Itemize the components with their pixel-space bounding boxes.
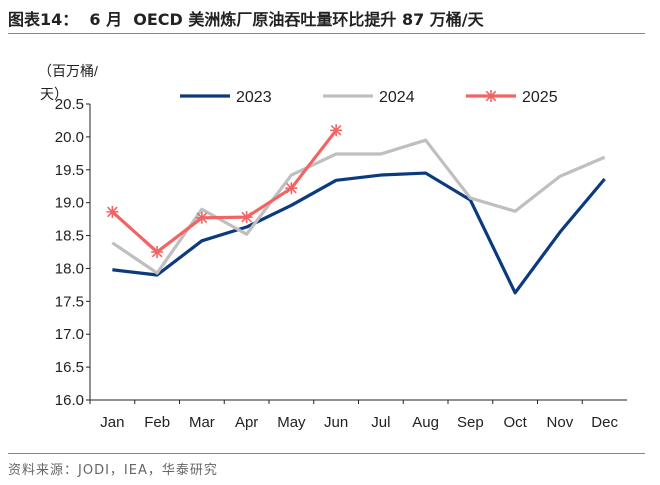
asterisk-marker: [195, 211, 208, 224]
x-tick-label: Mar: [189, 414, 215, 431]
legend-label-2024: 2024: [379, 89, 415, 106]
x-tick-label: Aug: [412, 414, 439, 431]
y-tick-label: 16.5: [55, 359, 84, 376]
y-tick-label: 19.0: [55, 195, 84, 212]
x-tick-label: Dec: [591, 414, 618, 431]
x-tick-label: Nov: [547, 414, 574, 431]
source-rule: [8, 453, 645, 454]
legend-label-2023: 2023: [236, 89, 272, 106]
y-tick-label: 17.5: [55, 293, 84, 310]
series-line-2023: [112, 171, 606, 295]
asterisk-marker: [151, 246, 164, 258]
x-tick-label: May: [277, 414, 306, 431]
asterisk-marker: [285, 182, 298, 195]
y-unit-label-line1: （百万桶/: [38, 63, 98, 79]
legend-label-2025: 2025: [522, 89, 558, 106]
y-tick-label: 20.0: [55, 129, 84, 146]
title-rule: [8, 33, 645, 34]
asterisk-marker: [485, 90, 497, 102]
source-note: 资料来源：JODI，IEA，华泰研究: [8, 463, 218, 478]
asterisk-marker: [330, 124, 343, 137]
x-tick-label: Jul: [371, 414, 390, 431]
x-tick-label: Jun: [324, 414, 348, 431]
y-tick-label: 18.0: [55, 260, 84, 277]
chart-title: 图表14： 6 月 OECD 美洲炼厂原油吞吐量环比提升 87 万桶/天: [8, 10, 484, 29]
x-tick-label: Sep: [457, 414, 484, 431]
y-tick-label: 17.0: [55, 326, 84, 343]
x-tick-label: Oct: [503, 414, 527, 431]
x-tick-label: Apr: [235, 414, 258, 431]
series-line-2024: [111, 138, 606, 275]
y-tick-label: 19.5: [55, 162, 84, 179]
asterisk-marker: [106, 205, 119, 218]
y-tick-label: 20.5: [55, 96, 84, 113]
x-tick-label: Jan: [100, 414, 124, 431]
asterisk-marker: [240, 211, 253, 224]
series-line-2025: [111, 129, 338, 254]
y-tick-label: 16.0: [55, 392, 84, 409]
y-unit-label-line2: 天）: [40, 86, 68, 102]
x-tick-label: Feb: [144, 414, 170, 431]
y-tick-label: 18.5: [55, 228, 84, 245]
